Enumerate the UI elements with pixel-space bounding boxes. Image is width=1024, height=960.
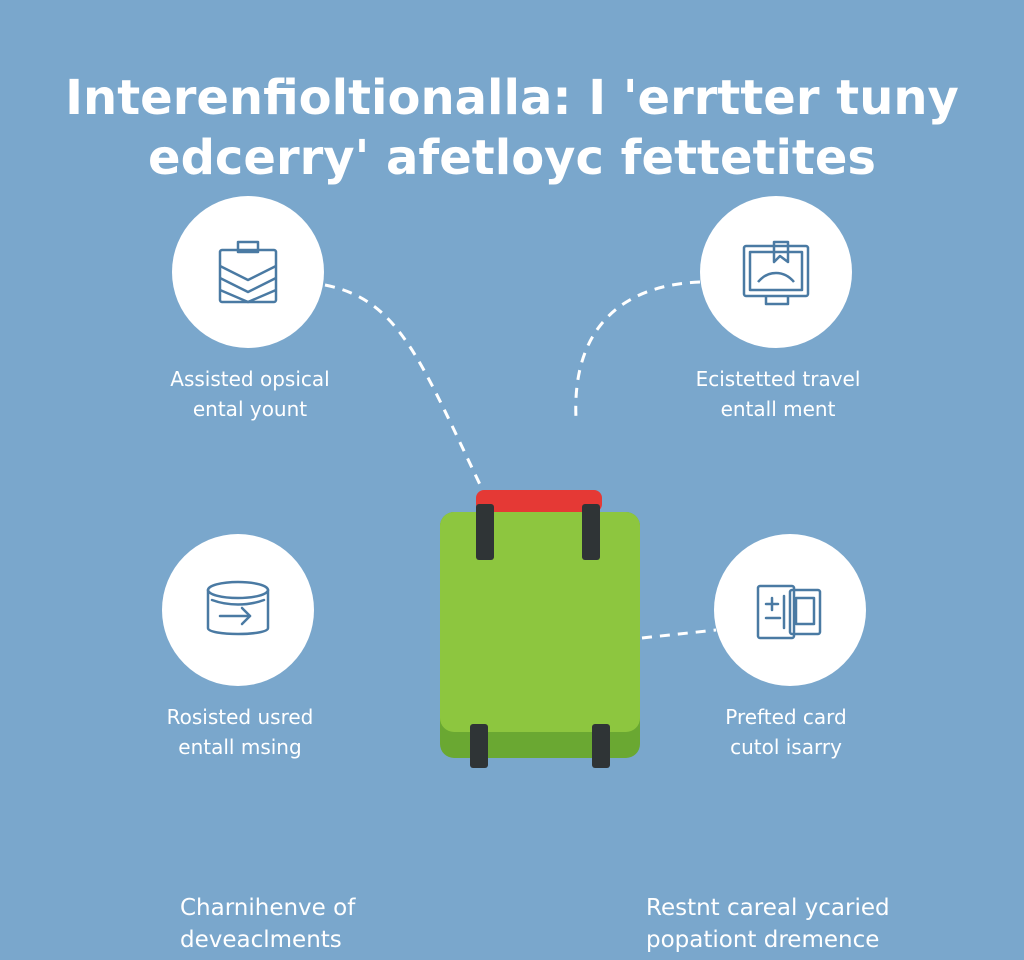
connector-top-left xyxy=(324,283,487,496)
page-title: Interenfioltionalla: I 'errtter tuny edc… xyxy=(0,68,1024,188)
title-line-2: edcerry' afetloyc fettetites xyxy=(148,130,876,187)
feature-label-4: Prefted card cutol isarry xyxy=(725,705,847,759)
suitcase-handle-post-left xyxy=(476,504,494,560)
suitcase-icon xyxy=(440,490,640,768)
feature-label-3: Rosisted usred entall msing xyxy=(166,705,314,759)
footer-caption-left: Charnihenve of deveaclments xyxy=(180,895,356,953)
feature-circle-2 xyxy=(700,196,852,348)
footer-caption-right: Restnt careal ycaried popationt dremence xyxy=(646,895,890,953)
feature-circle-1 xyxy=(172,196,324,348)
document-frame-icon xyxy=(742,240,810,306)
id-card-icon xyxy=(756,584,822,640)
feature-circle-4 xyxy=(714,534,866,686)
feature-circle-3 xyxy=(162,534,314,686)
container-arrow-icon xyxy=(206,580,270,636)
suitcase-handle xyxy=(476,490,602,512)
folder-icon xyxy=(218,240,278,304)
suitcase-handle-post-right xyxy=(582,504,600,560)
suitcase-wheel-left xyxy=(470,724,488,768)
suitcase-wheel-right xyxy=(592,724,610,768)
connector-mid-right xyxy=(641,628,717,640)
feature-label-1: Assisted opsical ental yount xyxy=(170,367,330,421)
feature-label-2: Ecistetted travel entall ment xyxy=(695,367,861,421)
title-line-1: Interenfioltionalla: I 'errtter tuny xyxy=(65,70,959,127)
